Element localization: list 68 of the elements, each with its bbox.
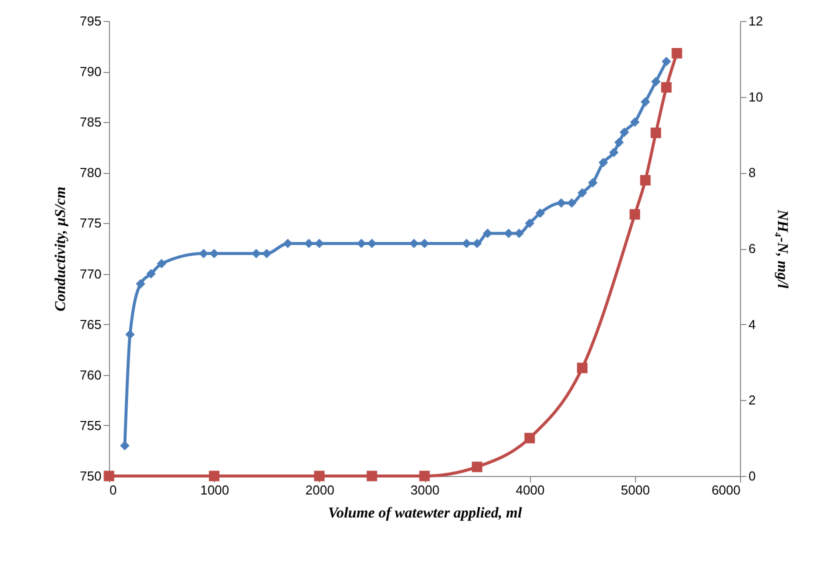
y-tick-label: 775 (80, 216, 102, 231)
y-tick-label: 795 (80, 14, 102, 28)
point (125, 330, 135, 340)
y2-axis-title: NH₄-N, mg/l (774, 208, 790, 290)
point (650, 128, 662, 138)
x-tick-label: 2000 (305, 482, 334, 498)
y-tick-label: 750 (80, 468, 102, 484)
point (208, 470, 220, 482)
point (556, 198, 566, 208)
point (588, 178, 598, 188)
point (630, 117, 640, 127)
point (662, 56, 672, 66)
x-tick-label: 0 (110, 482, 117, 498)
point (482, 228, 492, 238)
point (356, 238, 366, 248)
point (462, 238, 472, 248)
y2-tick-label: 8 (748, 165, 756, 180)
y2-tick-label: 0 (748, 468, 756, 484)
y-tick-label: 790 (80, 64, 102, 80)
y-tick-label: 785 (80, 114, 102, 130)
point (651, 76, 661, 86)
point (420, 238, 430, 248)
point (514, 228, 524, 238)
point (136, 279, 146, 289)
x-tick-label: 5000 (620, 482, 650, 498)
point (120, 440, 130, 450)
point (609, 148, 619, 158)
y-tick-label: 765 (80, 316, 102, 332)
x-tick-label: 3000 (410, 482, 440, 498)
y-tick-label: 780 (80, 165, 102, 180)
x-tick-label: 6000 (712, 482, 740, 498)
point (578, 188, 587, 198)
y2-tick-label: 4 (748, 316, 756, 332)
point (156, 258, 166, 268)
x-tick-label: 1000 (200, 482, 230, 498)
point (262, 248, 272, 258)
y-tick-label: 770 (80, 266, 102, 282)
x-axis-title: Volume of watewter applied, ml (328, 506, 523, 522)
point (640, 175, 651, 186)
point (672, 48, 682, 58)
point (504, 228, 514, 238)
y-tick-label: 760 (80, 367, 102, 382)
point (614, 138, 624, 148)
point (620, 127, 630, 137)
point (198, 248, 208, 258)
point (472, 238, 482, 248)
y-axis-title: Conductivity, µS/cm (52, 186, 69, 312)
point (146, 269, 156, 279)
point (409, 238, 419, 248)
point (314, 470, 325, 482)
point (535, 208, 545, 218)
point (419, 470, 430, 482)
y-tick-label: 755 (80, 418, 102, 433)
point (630, 209, 640, 220)
point (524, 432, 535, 444)
y2-tick-label: 10 (748, 89, 763, 104)
y2-tick-label: 6 (748, 241, 756, 256)
y2-tick-label: 12 (748, 14, 763, 28)
point (524, 218, 534, 228)
point (661, 82, 672, 93)
point (367, 238, 377, 248)
point (366, 470, 378, 482)
point (640, 97, 650, 107)
point (598, 158, 608, 168)
point (577, 362, 588, 374)
y2-tick-label: 2 (748, 392, 756, 408)
point (472, 462, 482, 472)
x-tick-label: 4000 (516, 482, 545, 498)
